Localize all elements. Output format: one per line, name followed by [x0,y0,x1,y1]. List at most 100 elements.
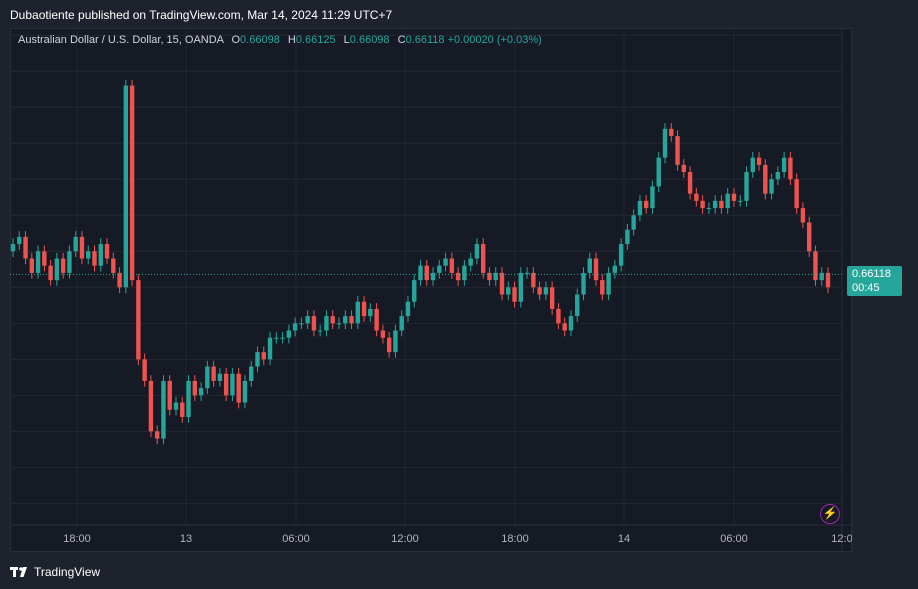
close-label: C [397,34,406,46]
candle-body [148,380,154,432]
candle-body [593,258,599,281]
candle-body [412,280,417,302]
candle-body [568,316,574,331]
candle-body [35,251,41,273]
bar-countdown: 00:45 [852,282,880,294]
candle-body [17,236,22,245]
low-value: 0.66098 [349,34,390,46]
candle-body [242,380,248,403]
candle-body [167,380,172,410]
candle-body [111,258,116,273]
candle-body [117,272,122,288]
candle-body [368,308,373,317]
footer-brand[interactable]: TradingView [10,563,100,581]
candle-body [73,236,78,252]
low-label: L [343,34,350,46]
candle-body [374,308,379,331]
candle-body [324,316,329,331]
candle-body [205,366,210,389]
candle-body [86,251,91,259]
candle-body [161,380,166,439]
candle-body [192,380,198,396]
candle-body [712,200,718,209]
candle-body [675,136,680,165]
candle-body [311,316,317,331]
candle-body [405,301,411,317]
ohlc-legend: Australian Dollar / U.S. Dollar, 15, OAN… [18,34,542,46]
lightning-bolt-icon[interactable]: ⚡ [820,504,840,524]
x-tick-label: 14 [618,533,630,545]
candle-body [355,301,361,324]
x-tick-label: 13 [180,533,192,545]
candle-body [292,323,298,331]
candle-body [731,193,737,201]
candle-body [631,215,636,230]
candle-body [706,208,712,210]
candle-body [687,172,693,194]
candle-body [186,380,191,417]
candle-body [462,265,467,281]
candle-body [48,265,53,281]
candle-body [581,272,586,295]
candle-body [738,200,743,202]
candle-body [543,287,549,295]
candle-body [230,373,235,396]
candle-body [343,316,348,324]
candle-body [173,402,179,410]
candle-body [806,222,812,252]
open-value: 0.66098 [240,34,280,46]
candle-body [67,251,72,273]
candle-body [437,265,442,273]
candle-body [129,85,135,281]
candle-body [349,316,354,324]
candle-body [480,244,486,273]
candle-body [506,287,511,295]
candle-body [305,316,310,324]
x-tick-label: 18:00 [501,533,529,545]
candle-body [104,244,110,259]
x-tick-label: 18:00 [63,533,91,545]
candle-body [756,157,762,165]
candle-body [794,179,799,209]
brand-name: TradingView [34,565,101,579]
candle-body [549,287,555,309]
candle-body [769,179,774,194]
candle-body [637,200,643,216]
candle-body [618,244,624,266]
candle-body [223,373,229,396]
candle-body [274,337,279,339]
candle-body [386,337,392,353]
candle-body [42,251,47,266]
candle-body [217,373,223,381]
candle-body [443,258,448,266]
candle-body [336,323,342,325]
candle-body [29,258,35,273]
close-value: 0.66118 [405,34,445,46]
candle-body [813,251,818,281]
x-tick-label: 12:0 [831,533,852,545]
candle-body [142,359,147,381]
candle-body [606,272,611,295]
price-chart[interactable]: 0.664500.664000.663500.663000.662500.662… [10,28,852,552]
candle-body [211,366,216,381]
candle-body [98,244,103,266]
high-value: 0.66125 [295,34,336,46]
candle-body [612,265,618,273]
candle-body [600,280,605,295]
candle-body [399,316,404,331]
candle-body [725,193,730,209]
candle-body [562,323,567,331]
last-price-label: 0.66118 00:45 [847,266,902,296]
candle-body [380,330,386,338]
candle-body [79,236,85,259]
candle-body [455,272,461,281]
candle-body [700,200,705,209]
candle-body [669,128,674,137]
chart-pane[interactable] [10,28,852,552]
candle-body [662,128,668,158]
candle-body [430,272,436,281]
candle-body [418,265,423,281]
symbol-name[interactable]: Australian Dollar / U.S. Dollar, 15, OAN… [18,34,224,46]
candle-body [518,272,524,302]
candle-body [267,337,273,360]
